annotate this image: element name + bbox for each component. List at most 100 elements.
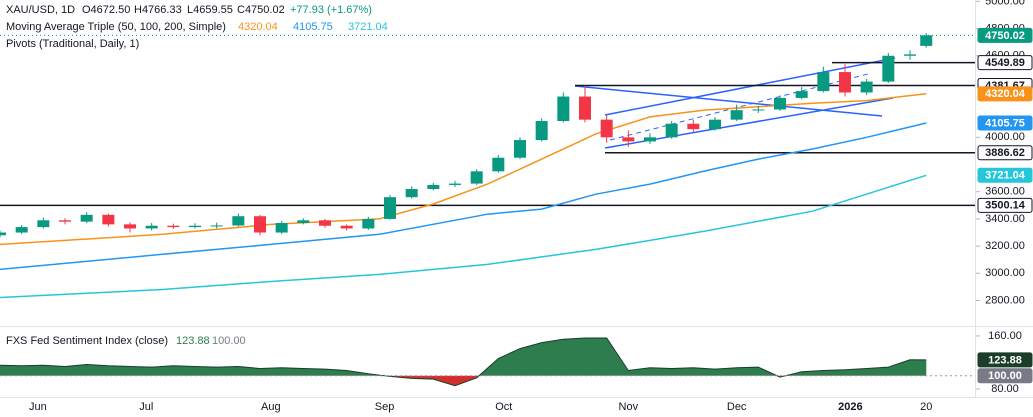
sentiment-legend-baseline: 100.00: [212, 335, 246, 347]
last-value-tag: 100.00: [988, 370, 1022, 382]
y-tick-label: 3600.00: [985, 186, 1025, 198]
y-tick-label: 4000.00: [985, 131, 1025, 143]
candle-body: [15, 227, 28, 233]
ma-legend-value: 4105.75: [293, 21, 333, 33]
ohlc-change: +77.93 (+1.67%): [290, 4, 372, 16]
moving-average: [0, 174, 927, 299]
candle-body: [232, 216, 245, 226]
candle-body: [665, 123, 678, 138]
x-tick-label: Sep: [375, 401, 395, 413]
candle-body: [384, 197, 396, 219]
last-price-tag-bg: [977, 27, 1033, 43]
candle-body: [297, 220, 310, 224]
pivots-title: Pivots (Traditional, Daily, 1): [6, 38, 139, 50]
candle-body: [37, 220, 50, 228]
candle-body: [795, 91, 808, 98]
candle-body: [124, 224, 136, 229]
candle-body: [102, 214, 115, 225]
ma-tag: 3721.04: [985, 170, 1026, 182]
candle-body: [904, 54, 916, 56]
last-value-tag-bg: [977, 352, 1033, 368]
candle-body: [449, 183, 461, 185]
ma-tag-bg: [977, 167, 1033, 183]
ma-legend-value: 4320.04: [238, 21, 278, 33]
candle-body: [860, 81, 873, 93]
candle-body: [362, 218, 375, 229]
candle-body: [752, 109, 765, 111]
last-value-tag: 123.88: [988, 354, 1022, 366]
candle-body: [920, 35, 933, 46]
ohlc-close: C4750.02: [237, 4, 285, 16]
x-tick-label: Nov: [619, 401, 639, 413]
legend: XAU/USD, 1D O4672.50 H4766.33 L4659.55 C…: [6, 4, 388, 347]
pivot-tag: 4549.89: [985, 57, 1025, 69]
candle-body: [167, 225, 180, 228]
candle-body: [254, 216, 266, 233]
x-tick-label: Oct: [495, 401, 512, 413]
ohlc-open: O4672.50: [82, 4, 130, 16]
ma-tag-bg: [977, 115, 1033, 131]
x-tick-label: 2026: [838, 401, 862, 413]
y-tick-label: 5000.00: [985, 0, 1025, 7]
plot: [0, 33, 975, 299]
ohlc-low: L4659.55: [187, 4, 233, 16]
pivot-tag-bg: [977, 145, 1033, 161]
ma-title: Moving Average Triple (50, 100, 200, Sim…: [6, 21, 226, 33]
ma-legend-value: 3721.04: [348, 21, 388, 33]
candle-body: [557, 96, 570, 122]
sentiment-legend-value: 123.88: [176, 335, 210, 347]
pivot-tag: 3500.14: [985, 200, 1026, 212]
moving-average: [0, 122, 927, 271]
candle-body: [340, 225, 353, 229]
y-tick-label: 3200.00: [985, 240, 1025, 252]
candle-body: [730, 110, 743, 120]
candle-body: [882, 55, 895, 82]
x-tick-label: Dec: [727, 401, 747, 413]
ohlc-high: H4766.33: [134, 4, 182, 16]
candle-body: [210, 225, 223, 227]
y-tick-label: 160.00: [988, 330, 1022, 342]
candle-body: [492, 157, 505, 172]
candle-body: [275, 223, 288, 233]
candle-body: [687, 123, 700, 130]
candle-body: [514, 140, 526, 158]
candle-body: [189, 225, 201, 228]
area-fill-up: [0, 338, 927, 376]
candle-body: [579, 96, 591, 120]
candle-body: [600, 119, 613, 138]
trend-line: [574, 85, 883, 117]
channel-upper: [604, 57, 896, 116]
ma-tag: 4105.75: [985, 117, 1025, 129]
pivot-tag-bg: [977, 55, 1033, 71]
candle-body: [405, 189, 418, 198]
pivot-tag-bg: [977, 197, 1033, 213]
candle-body: [319, 220, 331, 226]
pivot-tag: 3886.62: [985, 147, 1025, 159]
candle-body: [145, 225, 158, 229]
last-price-tag: 4750.02: [985, 30, 1025, 42]
x-tick-label: Aug: [261, 401, 281, 413]
symbol: XAU/USD, 1D: [6, 4, 75, 16]
area-fill-down: [384, 375, 786, 386]
ma-tag-bg: [977, 86, 1033, 102]
candle-body: [427, 184, 440, 190]
y-tick-label: 80.00: [991, 383, 1019, 395]
y-tick-label: 3400.00: [985, 213, 1025, 225]
candle-body: [535, 121, 548, 141]
x-tick-label: Jul: [139, 401, 153, 413]
x-tick-label: Jun: [29, 401, 47, 413]
candle-body: [644, 137, 656, 142]
candle-body: [774, 97, 786, 110]
candle-body: [59, 220, 71, 222]
ma-tag: 4320.04: [985, 88, 1026, 100]
candle-body: [470, 171, 483, 184]
moving-average: [0, 93, 927, 246]
x-tick-label: 20: [920, 401, 932, 413]
candle-body: [817, 72, 830, 92]
last-value-tag-bg: [977, 368, 1033, 384]
